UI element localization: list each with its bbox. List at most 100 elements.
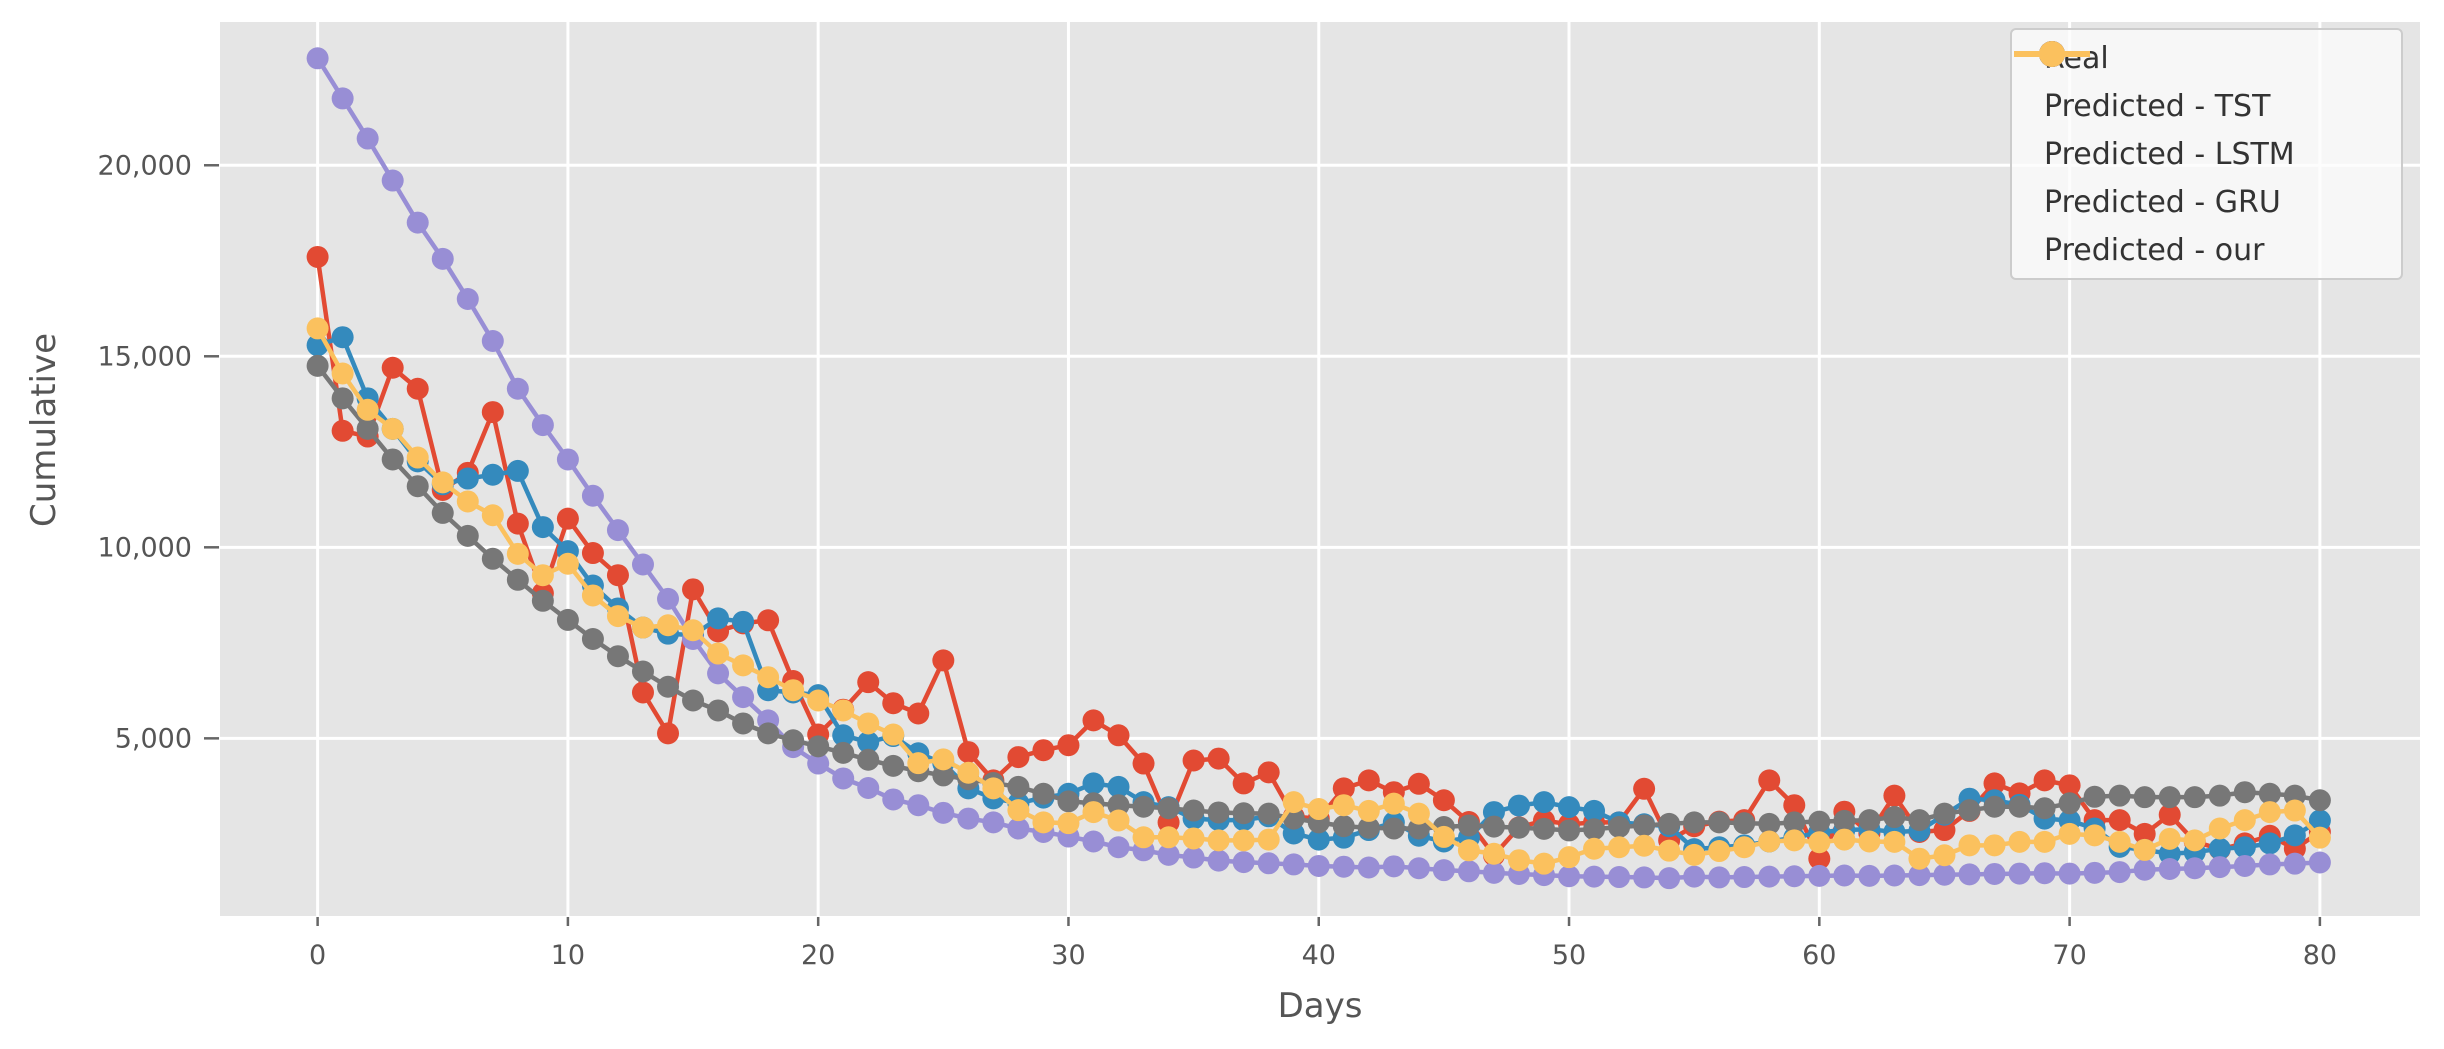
legend-item-predicted-lstm: Predicted - LSTM — [2012, 41, 2401, 179]
data-point — [1232, 829, 1255, 852]
data-point — [506, 542, 529, 565]
data-point — [1107, 794, 1130, 817]
data-point — [732, 654, 755, 677]
data-point — [2258, 832, 2281, 855]
data-point — [1758, 769, 1781, 792]
data-point — [2208, 856, 2231, 879]
data-point — [1583, 865, 1606, 888]
data-point — [782, 729, 805, 752]
data-point — [1733, 836, 1756, 859]
legend-label: Predicted - GRU — [2044, 185, 2281, 220]
data-point — [606, 564, 629, 587]
data-point — [1032, 782, 1055, 805]
data-point — [982, 811, 1005, 834]
data-point — [1432, 789, 1455, 812]
data-point — [381, 417, 404, 440]
data-point — [556, 507, 579, 530]
data-point — [1558, 865, 1581, 888]
data-point — [1382, 855, 1405, 878]
data-point — [631, 616, 654, 639]
data-point — [957, 741, 980, 764]
data-point — [581, 584, 604, 607]
data-point — [907, 794, 930, 817]
x-axis-label: Days — [1277, 986, 1363, 1026]
data-point — [1533, 817, 1556, 840]
data-point — [1032, 739, 1055, 762]
data-point — [682, 619, 705, 642]
data-point — [1558, 796, 1581, 819]
data-point — [581, 628, 604, 651]
data-point — [581, 484, 604, 507]
svg-text:15,000: 15,000 — [98, 341, 192, 372]
svg-text:60: 60 — [1802, 940, 1836, 971]
data-point — [356, 127, 379, 150]
data-point — [1007, 746, 1030, 769]
data-point — [1132, 795, 1155, 818]
data-point — [2183, 857, 2206, 880]
data-point — [2308, 809, 2331, 832]
data-point — [2183, 829, 2206, 852]
data-point — [982, 777, 1005, 800]
data-point — [2058, 774, 2081, 797]
data-point — [707, 607, 730, 630]
data-point — [1783, 865, 1806, 888]
data-point — [1683, 843, 1706, 866]
data-point — [682, 689, 705, 712]
data-point — [631, 660, 654, 683]
data-point — [1257, 802, 1280, 825]
data-point — [1307, 798, 1330, 821]
data-point — [1583, 799, 1606, 822]
data-point — [1332, 815, 1355, 838]
data-point — [1833, 864, 1856, 887]
data-point — [2233, 809, 2256, 832]
data-point — [1883, 864, 1906, 887]
svg-text:20,000: 20,000 — [98, 150, 192, 181]
legend-label: Predicted - TST — [2044, 89, 2271, 124]
data-point — [1482, 861, 1505, 884]
data-point — [2083, 824, 2106, 847]
data-point — [1633, 814, 1656, 837]
data-point — [782, 679, 805, 702]
data-point — [2058, 792, 2081, 815]
data-point — [807, 752, 830, 775]
data-point — [2233, 854, 2256, 877]
data-point — [2258, 782, 2281, 805]
data-point — [732, 686, 755, 709]
data-point — [682, 578, 705, 601]
data-point — [1307, 828, 1330, 851]
data-point — [406, 211, 429, 234]
data-point — [757, 666, 780, 689]
data-point — [1357, 799, 1380, 822]
data-point — [1407, 802, 1430, 825]
data-point — [1608, 836, 1631, 859]
data-point — [1883, 784, 1906, 807]
data-point — [556, 552, 579, 575]
data-point — [1057, 790, 1080, 813]
data-point — [606, 519, 629, 542]
data-point — [832, 699, 855, 722]
data-point — [1533, 852, 1556, 875]
data-point — [1182, 846, 1205, 869]
data-point — [1758, 830, 1781, 853]
data-point — [1107, 724, 1130, 747]
data-point — [1507, 849, 1530, 872]
data-point — [1783, 794, 1806, 817]
data-point — [1207, 849, 1230, 872]
svg-text:70: 70 — [2052, 940, 2086, 971]
data-point — [1132, 826, 1155, 849]
tick-marks — [204, 164, 2322, 926]
data-point — [1558, 846, 1581, 869]
data-point — [1007, 775, 1030, 798]
data-point — [1082, 709, 1105, 732]
data-point — [1658, 867, 1681, 890]
data-point — [1357, 769, 1380, 792]
data-point — [531, 589, 554, 612]
data-point — [907, 752, 930, 775]
data-point — [1658, 812, 1681, 835]
data-point — [1958, 863, 1981, 886]
data-point — [1658, 839, 1681, 862]
data-point — [1883, 830, 1906, 853]
data-point — [431, 501, 454, 524]
data-point — [1082, 772, 1105, 795]
